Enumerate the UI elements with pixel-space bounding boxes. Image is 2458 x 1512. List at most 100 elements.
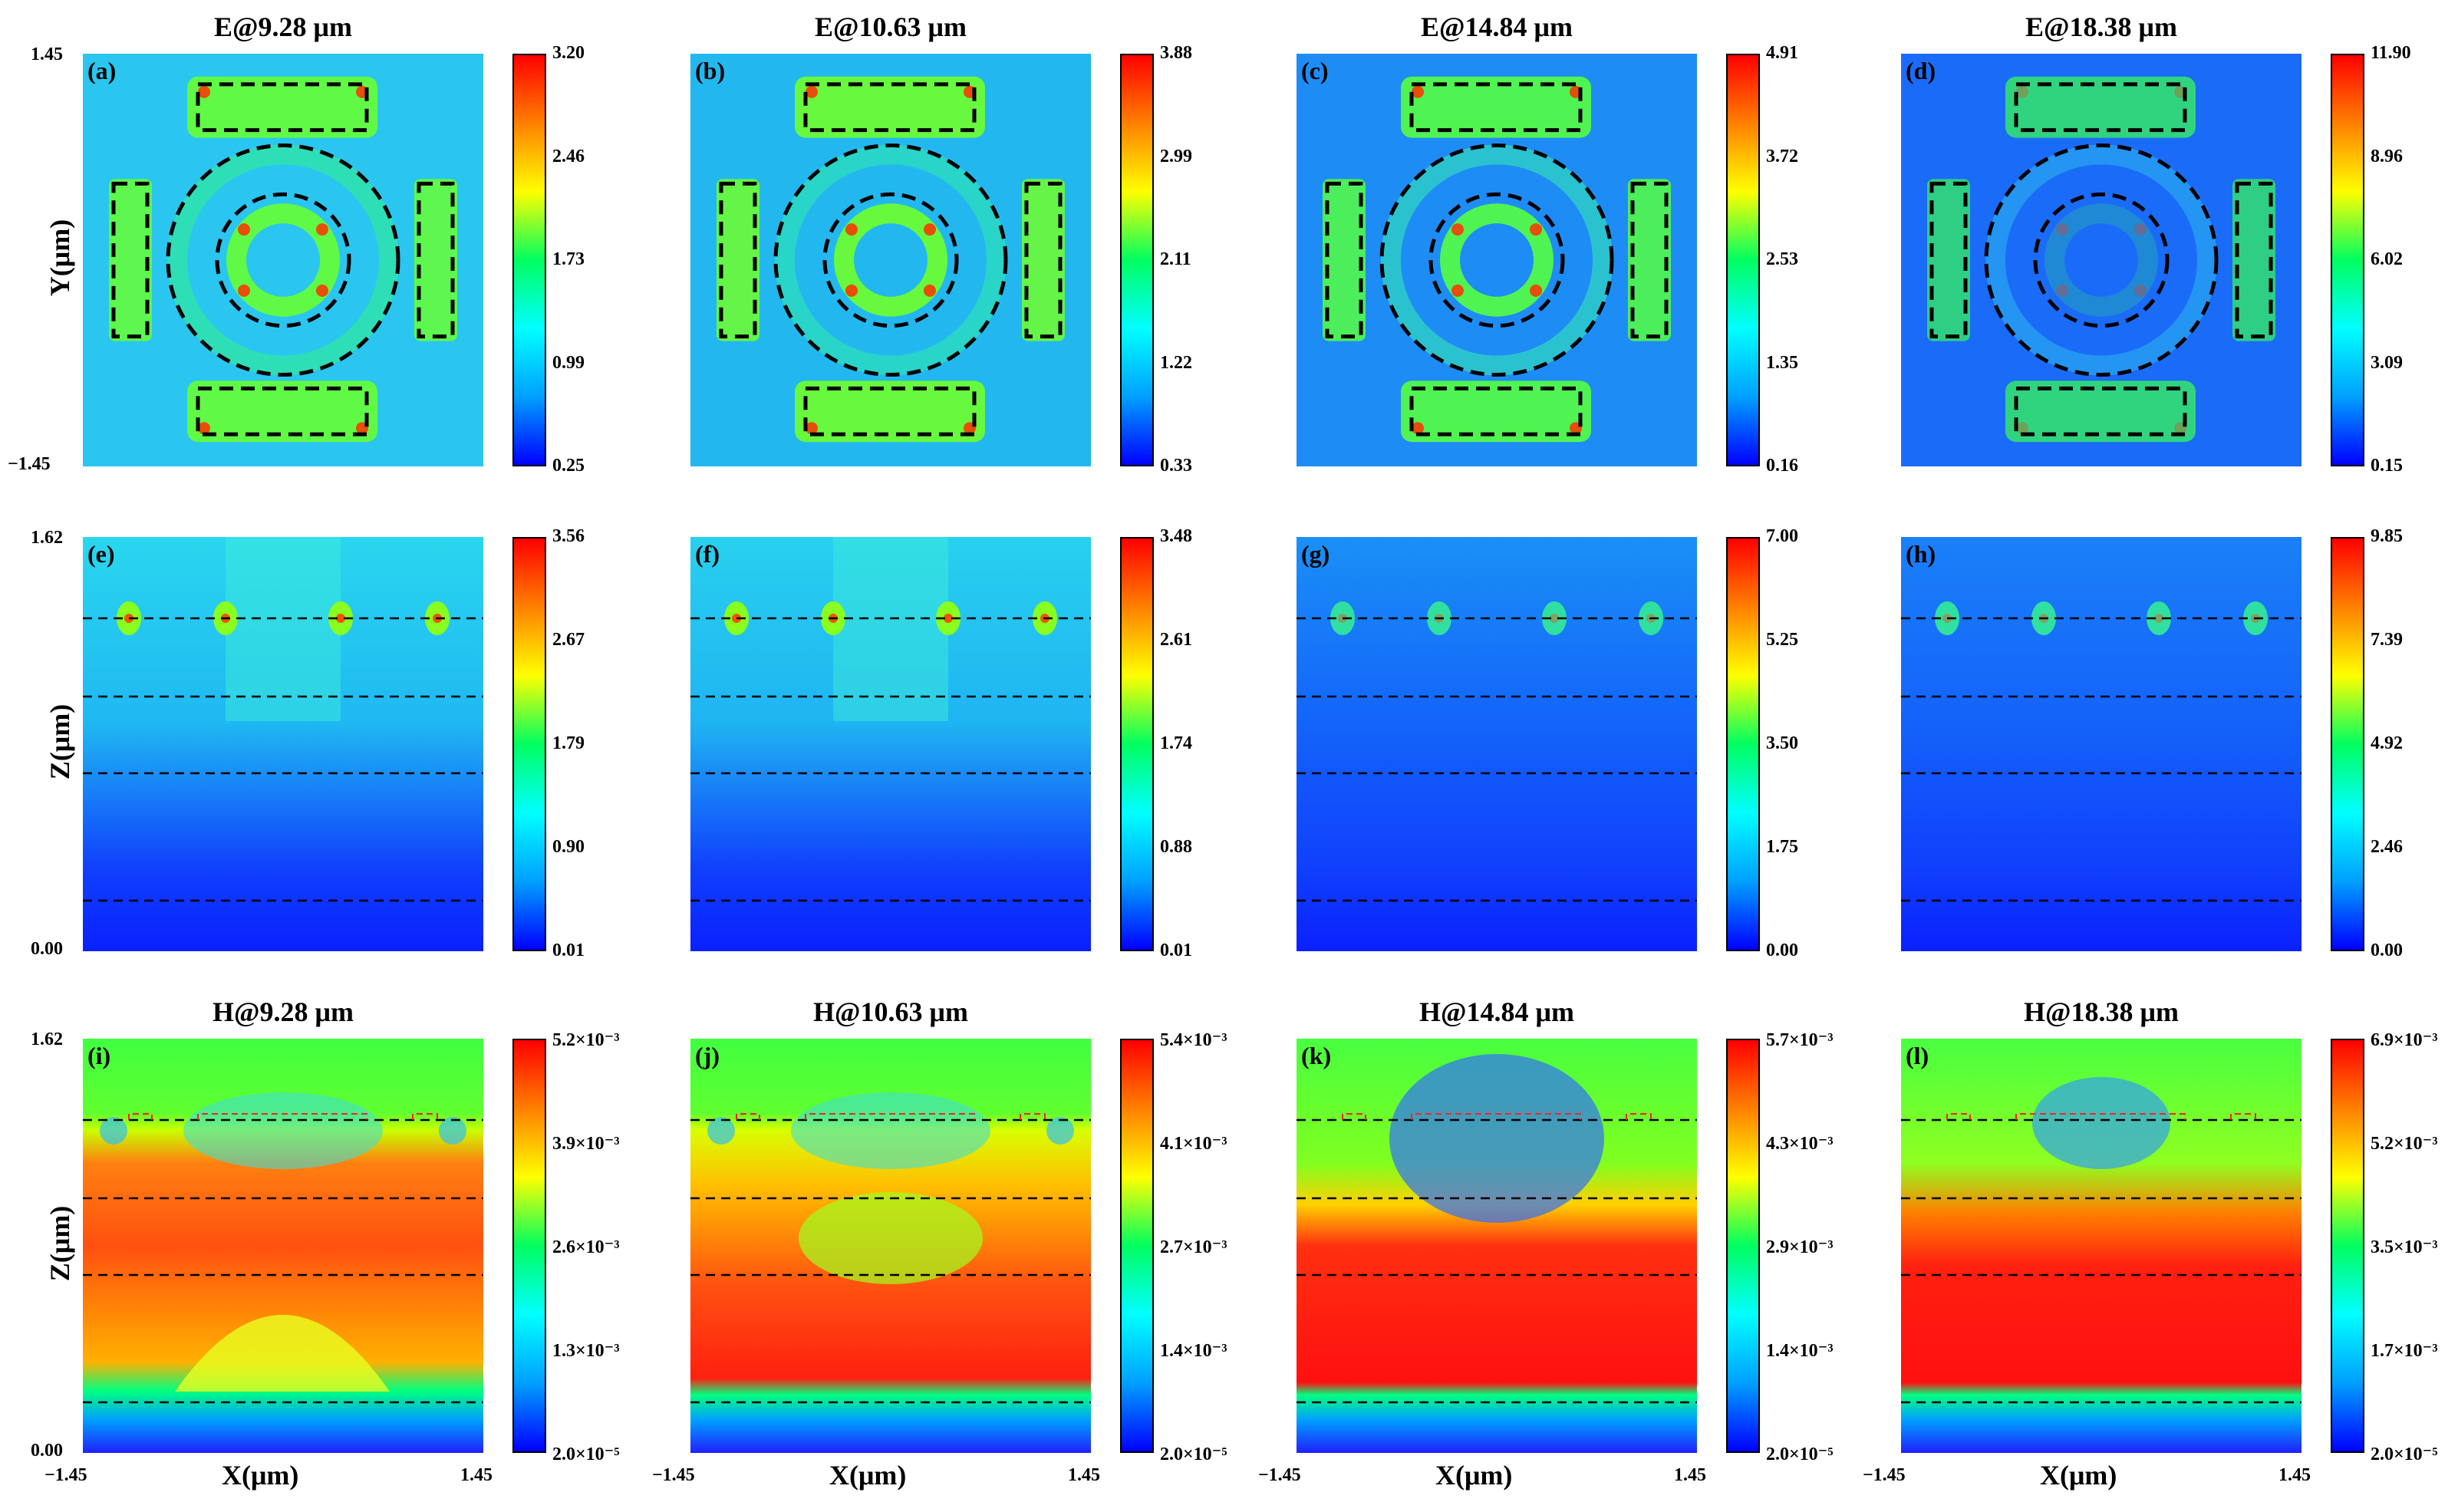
bar-field-hotspot — [1401, 380, 1591, 443]
field-hotspot — [1451, 223, 1464, 236]
left-bar-outline — [719, 181, 757, 339]
outer-ring-outline — [1379, 143, 1614, 377]
colorbar-tick-label: 0.25 — [552, 456, 585, 476]
interface-hotspot — [1542, 601, 1567, 635]
heatmap-e-xy — [1901, 54, 2301, 466]
bar-field-hotspot — [187, 76, 377, 138]
field-hotspot — [924, 284, 936, 297]
bar-field-hotspot — [187, 380, 377, 443]
colorbar-tick-label: 3.88 — [1160, 43, 1192, 63]
colorbar — [2331, 1039, 2364, 1453]
outer-ring-field — [167, 144, 399, 376]
bar-field-hotspot — [1628, 179, 1671, 341]
outer-ring-outline — [1984, 143, 2219, 377]
x-axis-label: X(μm) — [222, 1460, 299, 1491]
colorbar-tick-label: 0.15 — [2371, 456, 2403, 476]
panel-title: E@9.28 μm — [214, 12, 352, 42]
axis-min-label: 0.00 — [31, 939, 63, 959]
field-hotspot — [1530, 223, 1542, 236]
colorbar-tick-label: 3.9×10⁻³ — [552, 1134, 620, 1154]
field-hotspot — [806, 85, 818, 98]
panel-label: (h) — [1906, 540, 1936, 568]
inner-core — [2064, 223, 2138, 297]
edge-dip — [100, 1117, 127, 1145]
colorbar-tick-label: 5.7×10⁻³ — [1766, 1030, 1834, 1050]
inner-ring-outline — [822, 192, 959, 328]
y-axis-label: Z(μm) — [44, 1205, 75, 1282]
field-hotspot — [2016, 85, 2028, 98]
right-bar-outline — [2235, 181, 2273, 339]
interface-hotspot — [2147, 601, 2171, 635]
right-bar-outline — [417, 181, 455, 339]
colorbar-tick-label: 2.46 — [2371, 837, 2403, 857]
panel-label: (j) — [695, 1042, 720, 1069]
heatmap-canvas — [1297, 54, 1697, 466]
colorbar-tick-label: 5.4×10⁻³ — [1160, 1030, 1227, 1050]
heatmap-canvas — [83, 54, 483, 466]
axis-min-label: −1.45 — [8, 454, 51, 474]
x-min-label: −1.45 — [652, 1465, 695, 1485]
panel-label: (b) — [695, 57, 726, 84]
heatmap-h-xz — [1297, 1039, 1697, 1453]
panel-title: H@9.28 μm — [213, 996, 354, 1027]
structure-outline — [1946, 1113, 2256, 1120]
central-field-column — [833, 537, 948, 721]
y-axis-label: Y(μm) — [44, 219, 75, 297]
colorbar-tick-label: 9.85 — [2371, 526, 2403, 546]
colorbar-tick-label: 1.4×10⁻³ — [1160, 1341, 1227, 1361]
field-hotspot — [316, 223, 328, 236]
bar-field-hotspot — [1927, 179, 1970, 341]
heatmap-e-xz — [1901, 537, 2301, 951]
colorbar — [1120, 537, 1154, 951]
colorbar-tick-label: 2.46 — [552, 146, 585, 166]
bar-field-hotspot — [1022, 179, 1065, 341]
field-hotspot — [238, 223, 250, 236]
colorbar-tick-label: 0.00 — [1766, 940, 1798, 960]
x-axis-label: X(μm) — [2040, 1460, 2117, 1491]
panel-title: H@18.38 μm — [2024, 996, 2179, 1027]
panel-title: E@10.63 μm — [815, 12, 967, 42]
colorbar-tick-label: 3.09 — [2371, 352, 2403, 373]
colorbar-tick-label: 4.1×10⁻³ — [1160, 1134, 1227, 1154]
panel-label: (l) — [1906, 1042, 1929, 1069]
colorbar-tick-label: 1.4×10⁻³ — [1766, 1341, 1834, 1361]
colorbar-tick-label: 0.01 — [1160, 940, 1192, 960]
interface-hotspot-core — [336, 614, 345, 623]
colorbar-tick-label: 2.0×10⁻⁵ — [2371, 1444, 2438, 1464]
colorbar-tick-label: 0.99 — [552, 352, 585, 373]
bar-field-hotspot — [1323, 179, 1366, 341]
x-max-label: 1.45 — [2278, 1465, 2311, 1485]
heatmap-canvas — [1901, 54, 2301, 466]
central-field-lobe — [175, 1315, 390, 1392]
colorbar-tick-label: 2.67 — [552, 630, 585, 650]
field-hotspot — [198, 85, 210, 98]
heatmap-h-xz — [1901, 1039, 2301, 1453]
central-field-column — [226, 537, 341, 721]
outer-ring-outline — [773, 143, 1008, 377]
panel-label: (k) — [1301, 1042, 1332, 1069]
colorbar-tick-label: 7.39 — [2371, 630, 2403, 650]
field-hotspot — [1451, 284, 1464, 297]
field-hotspot — [316, 284, 328, 297]
colorbar — [2331, 54, 2364, 466]
heatmap-e-xz — [690, 537, 1091, 951]
heatmap-canvas — [83, 537, 483, 951]
field-hotspot — [1412, 422, 1424, 435]
x-max-label: 1.45 — [460, 1465, 493, 1485]
colorbar-tick-label: 6.02 — [2371, 249, 2403, 269]
colorbar-tick-label: 3.48 — [1160, 526, 1192, 546]
central-field-lobe — [799, 1192, 983, 1284]
colorbar-tick-label: 4.91 — [1766, 43, 1798, 63]
structure-outline — [1342, 1113, 1652, 1120]
right-bar-outline — [1024, 181, 1063, 339]
field-hotspot — [2134, 284, 2147, 297]
field-hotspot — [2056, 284, 2068, 297]
colorbar-tick-label: 2.53 — [1766, 249, 1798, 269]
colorbar-tick-label: 4.3×10⁻³ — [1766, 1134, 1834, 1154]
resonance-dip — [183, 1092, 383, 1169]
left-bar-outline — [1325, 181, 1363, 339]
inner-ring-outline — [1428, 192, 1565, 328]
colorbar — [2331, 537, 2364, 951]
colorbar-tick-label: 2.7×10⁻³ — [1160, 1237, 1227, 1257]
panel-label: (e) — [87, 540, 115, 568]
